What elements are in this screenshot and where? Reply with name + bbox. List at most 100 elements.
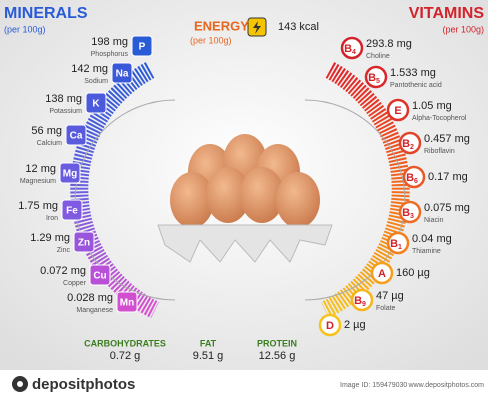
vitamin-letter: B xyxy=(344,43,352,55)
mineral-name: Calcium xyxy=(37,140,62,147)
vitamin-index: 6 xyxy=(414,178,418,185)
vitamin-index: 2 xyxy=(410,144,414,151)
vitamin-letter: A xyxy=(378,268,386,280)
vitamin-amount: 293.8 mg xyxy=(366,38,412,50)
mineral-name: Manganese xyxy=(76,307,113,314)
vitamin-name: Riboflavin xyxy=(424,148,455,155)
footer-bar xyxy=(0,370,488,400)
mineral-symbol: Na xyxy=(116,69,129,80)
vitamin-symbol: B5 xyxy=(368,72,380,85)
mineral-badge xyxy=(85,92,107,114)
vitamin-symbol: A xyxy=(378,268,386,280)
mineral-amount: 1.29 mg xyxy=(30,232,70,244)
mineral-amount: 1.75 mg xyxy=(18,200,58,212)
vitamin-index: 1 xyxy=(398,244,402,251)
macro-amount: 12.56 g xyxy=(259,350,296,362)
vitamin-badge xyxy=(398,131,422,155)
mineral-symbol: Fe xyxy=(66,206,78,217)
vitamins-subtitle: (per 100g) xyxy=(442,24,484,34)
vitamin-letter: B xyxy=(368,72,376,84)
mineral-amount: 0.028 mg xyxy=(67,292,113,304)
vitamin-symbol: E xyxy=(394,105,401,117)
footer-logo xyxy=(12,376,28,392)
vitamin-letter: B xyxy=(406,172,414,184)
mineral-amount: 0.072 mg xyxy=(40,265,86,277)
mineral-amount: 142 mg xyxy=(71,63,108,75)
mineral-amount: 198 mg xyxy=(91,36,128,48)
mineral-symbol: Mg xyxy=(63,169,77,180)
macro-amount: 9.51 g xyxy=(193,350,224,362)
minerals-subtitle: (per 100g) xyxy=(4,24,46,34)
vitamin-symbol: B9 xyxy=(354,295,366,308)
eggs xyxy=(157,134,333,263)
vitamin-letter: B xyxy=(354,295,362,307)
vitamin-amount: 47 µg xyxy=(376,290,404,302)
vitamin-index: 3 xyxy=(410,213,414,220)
vitamin-amount: 0.075 mg xyxy=(424,202,470,214)
vitamin-amount: 0.04 mg xyxy=(412,233,452,245)
vitamin-name: Alpha-Tocopherol xyxy=(412,115,467,122)
vitamin-badge xyxy=(370,261,394,285)
vitamin-letter: D xyxy=(326,320,334,332)
mineral-name: Sodium xyxy=(84,78,108,85)
mineral-badge xyxy=(73,231,95,253)
energy-subtitle: (per 100g) xyxy=(190,35,232,45)
vitamin-badge xyxy=(318,313,342,337)
vitamin-symbol: D xyxy=(326,320,334,332)
vitamin-amount: 0.17 mg xyxy=(428,171,468,183)
mineral-symbol: Cu xyxy=(93,271,106,282)
mineral-symbol: Ca xyxy=(70,131,83,142)
macro-name: PROTEIN xyxy=(257,338,297,348)
vitamin-amount: 2 µg xyxy=(344,319,366,331)
vitamin-symbol: B1 xyxy=(390,238,402,251)
mineral-name: Potassium xyxy=(49,108,82,115)
vitamin-name: Thiamine xyxy=(412,248,441,255)
mineral-symbol: Zn xyxy=(78,238,90,249)
vitamin-name: Folate xyxy=(376,305,396,312)
mineral-name: Copper xyxy=(63,280,87,287)
macro-amount: 0.72 g xyxy=(110,350,141,362)
minerals-arc xyxy=(70,62,159,319)
mineral-name: Phosphorus xyxy=(91,51,129,58)
mineral-badge xyxy=(65,124,87,146)
vitamin-symbol: B6 xyxy=(406,172,418,185)
mineral-symbol: P xyxy=(139,42,146,53)
footer-image-id: Image ID: 159479030 xyxy=(340,382,407,389)
vitamin-amount: 160 µg xyxy=(396,267,430,279)
vitamin-letter: B xyxy=(402,207,410,219)
vitamin-amount: 0.457 mg xyxy=(424,133,470,145)
vitamin-symbol: B3 xyxy=(402,207,414,220)
energy-title: ENERGY xyxy=(194,18,249,33)
mineral-amount: 138 mg xyxy=(45,93,82,105)
mineral-symbol: K xyxy=(92,99,100,110)
minerals-title: MINERALS xyxy=(4,5,88,22)
vitamin-badge xyxy=(350,288,374,312)
mineral-amount: 56 mg xyxy=(31,125,62,137)
vitamin-name: Choline xyxy=(366,53,390,60)
vitamin-letter: B xyxy=(390,238,398,250)
vitamin-letter: E xyxy=(394,105,401,117)
vitamins-title: VITAMINS xyxy=(409,5,485,22)
mineral-amount: 12 mg xyxy=(25,163,56,175)
mineral-badge xyxy=(116,291,138,313)
mineral-badge xyxy=(61,199,83,221)
macro-name: FAT xyxy=(200,338,217,348)
mineral-name: Zinc xyxy=(57,247,71,254)
mineral-badge xyxy=(111,62,133,84)
footer-brand: depositphotos xyxy=(32,376,135,393)
vitamin-badge xyxy=(386,98,410,122)
vitamin-amount: 1.533 mg xyxy=(390,67,436,79)
mineral-badge xyxy=(59,162,81,184)
vitamin-badge xyxy=(402,165,426,189)
energy-value: 143 kcal xyxy=(278,21,319,33)
mineral-badge xyxy=(89,264,111,286)
vitamin-index: 5 xyxy=(376,78,380,85)
vitamin-badge xyxy=(364,65,388,89)
vitamin-amount: 1.05 mg xyxy=(412,100,452,112)
vitamin-symbol: B4 xyxy=(344,43,356,56)
vitamins-arc xyxy=(321,62,410,319)
vitamin-badge xyxy=(340,36,364,60)
mineral-name: Iron xyxy=(46,215,58,222)
footer-url: www.depositphotos.com xyxy=(408,382,485,389)
